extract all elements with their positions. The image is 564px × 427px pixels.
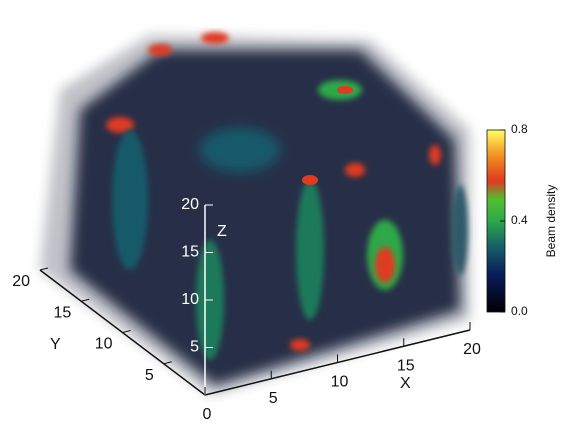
x-tick-label: 20 (463, 341, 481, 358)
x-tick-label: 15 (397, 357, 415, 374)
y-tick-label: 20 (12, 273, 30, 290)
z-tick-label: 20 (181, 196, 199, 213)
y-tick-label: 5 (145, 367, 154, 384)
colorbar-tick-label: 0.0 (511, 304, 528, 318)
z-tick-label: 10 (181, 291, 199, 308)
x-tick-label: 10 (331, 374, 349, 391)
x-axis-label: X (400, 375, 411, 392)
y-tick (39, 267, 49, 271)
axes: 0 5 10 15 20 5 10 15 20 5 10 15 20 (12, 196, 481, 423)
colorbar-label: Beam density (544, 185, 558, 258)
z-tick-label: 15 (181, 244, 199, 261)
z-tick-label: 5 (190, 339, 199, 356)
colorbar-tick-label: 0.8 (511, 122, 528, 136)
y-tick (81, 298, 90, 302)
y-tick-label: 10 (95, 336, 113, 353)
volume-render (40, 32, 470, 395)
x-tick-label: 5 (269, 390, 278, 407)
y-axis-label: Y (50, 336, 61, 353)
y-tick (163, 361, 172, 365)
z-axis-label: Z (217, 223, 227, 240)
y-tick-label: 15 (53, 304, 71, 321)
colorbar: Beam density 0.0 0.4 0.8 (486, 122, 558, 318)
y-tick (122, 330, 131, 333)
colorbar-tick-label: 0.4 (511, 213, 528, 227)
x-tick-label: 0 (203, 406, 212, 423)
